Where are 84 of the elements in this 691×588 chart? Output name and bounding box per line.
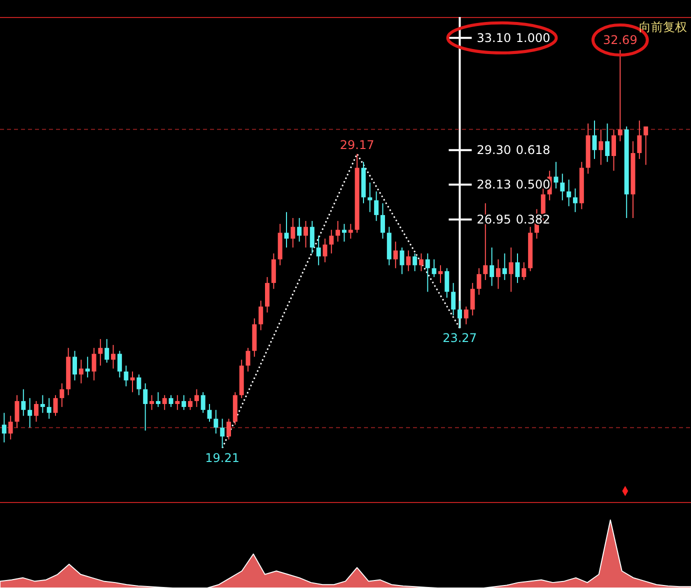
candlestick (322, 238, 328, 263)
candlestick (124, 365, 128, 387)
candlestick (34, 400, 38, 422)
candlestick (188, 398, 192, 410)
candlestick (329, 229, 334, 254)
candlestick (374, 190, 379, 222)
candlestick (502, 252, 507, 280)
candlestick (168, 394, 174, 408)
candlestick (432, 258, 436, 278)
candlestick (438, 264, 443, 284)
candlestick (496, 258, 500, 290)
candlestick (117, 350, 122, 378)
candlestick (419, 252, 424, 272)
candlestick (290, 218, 296, 248)
candlestick (226, 418, 231, 440)
candlestick (310, 220, 314, 254)
candlestick (98, 338, 103, 366)
candlestick (464, 306, 468, 325)
candlestick (182, 394, 186, 410)
candlestick (316, 235, 321, 266)
candlestick (214, 409, 218, 434)
candlestick (458, 300, 462, 329)
candlestick (425, 252, 430, 292)
candlestick (258, 300, 264, 331)
candlestick (162, 394, 167, 410)
candlestick (566, 179, 572, 207)
candlestick (53, 394, 58, 416)
candlestick (612, 128, 616, 172)
candlestick (72, 350, 77, 381)
candlestick (470, 282, 475, 316)
candlestick (104, 338, 110, 364)
candlestick (393, 241, 398, 269)
candlestick (573, 188, 578, 213)
candlestick (490, 247, 494, 286)
candlestick (605, 123, 610, 162)
candlestick (380, 202, 385, 240)
candlestick (508, 247, 514, 292)
candlestick (207, 404, 212, 422)
candlestick (85, 356, 90, 378)
data-label: 19.21 (205, 451, 240, 465)
candlestick (637, 120, 642, 160)
candlestick (78, 359, 84, 384)
data-label: 29.17 (340, 138, 374, 152)
candlestick (143, 382, 148, 432)
candlestick (451, 282, 456, 316)
candlestick (8, 415, 13, 440)
candlestick (265, 276, 270, 313)
candlestick (368, 182, 372, 213)
candlestick (111, 344, 116, 370)
candlestick (618, 50, 622, 142)
candlestick (21, 388, 26, 416)
text: 向前复权 (639, 20, 687, 34)
candlestick (336, 220, 340, 242)
candlestick (522, 262, 526, 280)
candlestick (136, 374, 142, 396)
candlestick (406, 250, 411, 272)
candlestick (46, 398, 52, 420)
candlestick (28, 398, 32, 428)
candlestick (2, 412, 6, 443)
candlestick (554, 161, 558, 189)
candlestick (150, 394, 154, 410)
candlestick (304, 220, 308, 248)
candlestick (342, 223, 346, 242)
candlestick (175, 394, 180, 410)
candlestick (476, 268, 482, 296)
annotation: 32.69 (602, 33, 638, 47)
candlestick (644, 126, 648, 166)
candlestick (194, 388, 199, 408)
candlestick (130, 371, 135, 393)
ref-line-label: 33.10 1.000 (476, 30, 550, 45)
candlestick (60, 382, 64, 408)
candlestick (200, 392, 206, 414)
candlestick (156, 392, 160, 408)
data-label: 23.27 (442, 331, 477, 346)
candlestick (560, 173, 565, 201)
candlestick (297, 218, 302, 242)
candlestick (412, 252, 418, 272)
candlestick (40, 394, 45, 414)
candlestick (348, 223, 353, 240)
ref-line-label: 29.30 0.618 (476, 143, 550, 158)
candlestick (271, 252, 276, 290)
candlestick (220, 418, 225, 448)
candlestick (444, 268, 450, 298)
candlestick (598, 128, 604, 166)
